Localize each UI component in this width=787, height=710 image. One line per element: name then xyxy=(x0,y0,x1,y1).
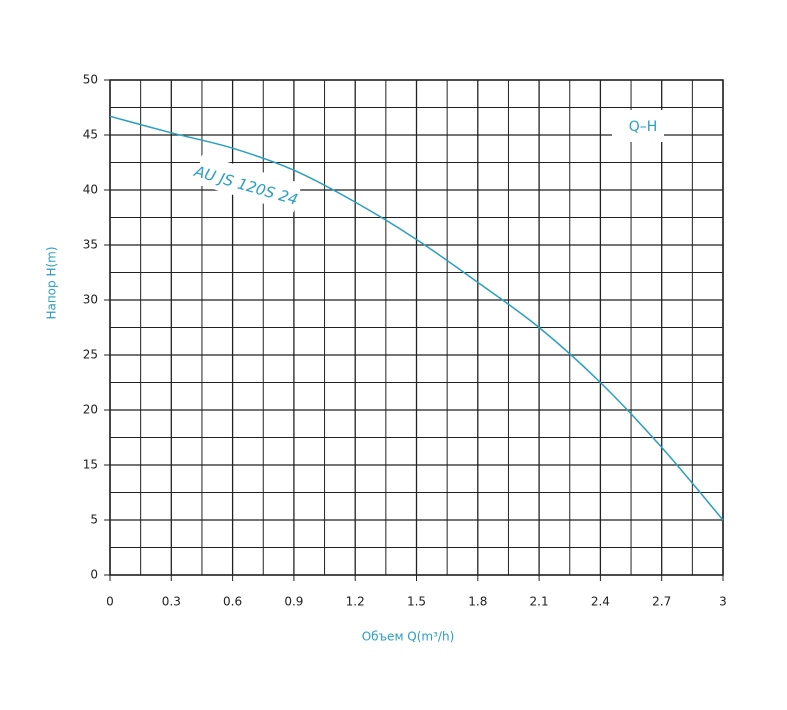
y-tick-label: 35 xyxy=(83,238,98,252)
x-tick-label: 1.2 xyxy=(346,595,365,609)
curve-label-bg xyxy=(193,154,303,213)
curve xyxy=(109,115,724,521)
y-tick-label: 50 xyxy=(83,73,98,87)
x-tick-label: 2.7 xyxy=(652,595,671,609)
y-tick-label: 15 xyxy=(83,458,98,472)
x-tick-label: 0.9 xyxy=(284,595,303,609)
y-axis-title: Напор H(m) xyxy=(45,246,59,319)
y-tick-label: 5 xyxy=(90,513,98,527)
x-tick-label: 3 xyxy=(719,595,727,609)
x-tick-label: 0.6 xyxy=(223,595,242,609)
x-tick-label: 1.5 xyxy=(407,595,426,609)
x-axis-title: Объем Q(m³/h) xyxy=(362,630,455,644)
legend-box xyxy=(612,110,664,142)
legend-label: Q–H xyxy=(629,119,658,135)
x-tick-label: 2.4 xyxy=(591,595,610,609)
y-tick-label: 30 xyxy=(83,293,98,307)
x-tick-label: 2.1 xyxy=(530,595,549,609)
y-tick-label: 20 xyxy=(83,403,98,417)
x-tick-label: 0.3 xyxy=(162,595,181,609)
x-tick-label: 1.8 xyxy=(468,595,487,609)
y-tick-label: 40 xyxy=(83,183,98,197)
x-tick-label: 0 xyxy=(106,595,114,609)
y-tick-label: 25 xyxy=(83,348,98,362)
y-tick-label: 0 xyxy=(90,568,98,582)
y-tick-label: 45 xyxy=(83,128,98,142)
